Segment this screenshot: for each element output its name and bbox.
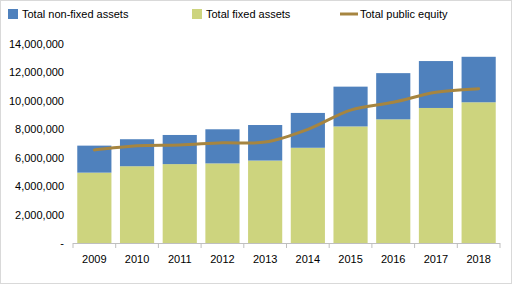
x-tick-label: 2014 (296, 253, 320, 265)
x-tick-label: 2010 (125, 253, 149, 265)
bar (376, 73, 410, 119)
y-tick-label: - (60, 237, 64, 249)
x-tick-label: 2018 (466, 253, 490, 265)
x-tick-label: 2016 (381, 253, 405, 265)
bar (120, 139, 154, 166)
y-tick-label: 4,000,000 (15, 180, 64, 192)
x-tick (73, 243, 74, 248)
bar (419, 108, 453, 243)
x-tick-label: 2012 (210, 253, 234, 265)
x-tick (115, 243, 116, 248)
y-tick (70, 186, 73, 187)
legend-label: Total non-fixed assets (22, 8, 129, 20)
bar (163, 135, 197, 164)
legend-swatch (8, 9, 18, 19)
y-tick (70, 100, 73, 101)
x-tick (329, 243, 330, 248)
y-tick-label: 14,000,000 (9, 38, 64, 50)
x-tick (457, 243, 458, 248)
bar (462, 102, 496, 243)
legend-swatch (192, 9, 202, 19)
bar (419, 61, 453, 108)
x-tick-label: 2017 (424, 253, 448, 265)
line (94, 89, 478, 150)
plot-area (77, 57, 495, 243)
chart: - 2,000,000 4,000,000 6,000,000 8,000,000 10,… (0, 0, 512, 284)
y-tick-label: 10,000,000 (9, 95, 64, 107)
bar (120, 166, 154, 243)
x-tick (286, 243, 287, 248)
y-tick-label: 12,000,000 (9, 66, 64, 78)
x-tick-label: 2015 (338, 253, 362, 265)
bar (248, 161, 282, 243)
bar (163, 164, 197, 243)
x-tick (414, 243, 415, 248)
x-tick-label: 2009 (82, 253, 106, 265)
x-tick (201, 243, 202, 248)
y-tick (70, 129, 73, 130)
bar (376, 119, 410, 243)
x-tick (500, 243, 501, 248)
x-tick (243, 243, 244, 248)
x-tick (371, 243, 372, 248)
bar (205, 163, 239, 243)
chart-frame (1, 1, 512, 284)
y-tick (70, 157, 73, 158)
bar (462, 57, 496, 102)
bar (205, 129, 239, 163)
bar (333, 126, 367, 243)
x-tick (158, 243, 159, 248)
legend-swatch (340, 13, 358, 16)
y-tick-label: 6,000,000 (15, 152, 64, 164)
y-tick-label: 8,000,000 (15, 123, 64, 135)
bar (77, 173, 111, 243)
y-tick (70, 44, 73, 45)
y-tick (70, 214, 73, 215)
y-tick (70, 72, 73, 73)
legend-label: Total public equity (360, 8, 448, 20)
x-tick-label: 2013 (253, 253, 277, 265)
bar (291, 148, 325, 243)
legend-label: Total fixed assets (206, 8, 291, 20)
y-tick-label: 2,000,000 (15, 209, 64, 221)
x-tick-label: 2011 (168, 253, 192, 265)
